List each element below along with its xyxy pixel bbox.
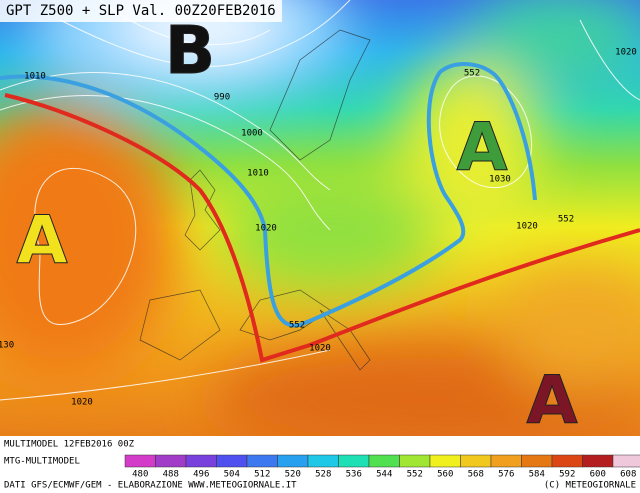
- color-scale-box: [521, 454, 553, 468]
- copyright-label: (C) METEOGIORNALE: [544, 481, 636, 491]
- color-scale-label: 536: [346, 470, 362, 480]
- color-scale-label: 576: [498, 470, 514, 480]
- isobar-label: 552: [464, 69, 480, 79]
- isobar-label: 130: [0, 341, 14, 351]
- color-scale-box: [460, 454, 492, 468]
- isobar-label: 552: [289, 321, 305, 331]
- color-scale-box: [155, 454, 187, 468]
- pressure-center: A: [526, 362, 577, 439]
- color-scale-box: [124, 454, 156, 468]
- color-scale-box: [399, 454, 431, 468]
- color-scale-box: [338, 454, 370, 468]
- color-scale-label: 568: [468, 470, 484, 480]
- pressure-center: B: [165, 12, 215, 89]
- color-scale-box: [551, 454, 583, 468]
- color-scale-label: 520: [285, 470, 301, 480]
- color-scale-label: 496: [193, 470, 209, 480]
- color-scale-label: 600: [590, 470, 606, 480]
- color-scale-label: 480: [132, 470, 148, 480]
- color-scale-label: 504: [224, 470, 240, 480]
- isobar-label: 1020: [71, 398, 93, 408]
- color-scale-label: 528: [315, 470, 331, 480]
- color-scale-label: 552: [407, 470, 423, 480]
- color-scale-label: 608: [620, 470, 636, 480]
- isobar-label: 990: [214, 93, 230, 103]
- pressure-center: A: [16, 202, 67, 279]
- color-scale-label: 592: [559, 470, 575, 480]
- isobar-label: 1020: [516, 222, 538, 232]
- isobar-label: 1010: [247, 169, 269, 179]
- color-scale-box: [490, 454, 522, 468]
- isobar-label: 1020: [615, 48, 637, 58]
- color-scale-box: [216, 454, 248, 468]
- color-scale-box: [277, 454, 309, 468]
- color-scale-label: 560: [437, 470, 453, 480]
- isobar-label: 552: [558, 215, 574, 225]
- color-scale-label: 544: [376, 470, 392, 480]
- color-scale-box: [429, 454, 461, 468]
- source-label: DATI GFS/ECMWF/GEM - ELABORAZIONE WWW.ME…: [4, 481, 297, 491]
- isobar-label: 1030: [489, 175, 511, 185]
- color-scale-box: [368, 454, 400, 468]
- color-scale-box: [307, 454, 339, 468]
- color-scale-label: 584: [529, 470, 545, 480]
- color-scale-label: 488: [163, 470, 179, 480]
- run-label: MULTIMODEL 12FEB2016 00Z: [4, 440, 135, 450]
- color-scale-label: 512: [254, 470, 270, 480]
- isobar-label: 1020: [309, 344, 331, 354]
- isobar-label: 1010: [24, 72, 46, 82]
- color-scale-box: [582, 454, 614, 468]
- title-box: [0, 0, 282, 22]
- color-scale-box: [612, 454, 640, 468]
- isobar-label: 1000: [241, 129, 263, 139]
- model-label: MTG-MULTIMODEL: [4, 457, 80, 467]
- color-scale-box: [185, 454, 217, 468]
- color-scale-box: [246, 454, 278, 468]
- title: GPT Z500 + SLP Val. 00Z20FEB2016: [6, 3, 276, 19]
- isobar-label: 1020: [255, 224, 277, 234]
- pressure-center: A: [456, 109, 507, 186]
